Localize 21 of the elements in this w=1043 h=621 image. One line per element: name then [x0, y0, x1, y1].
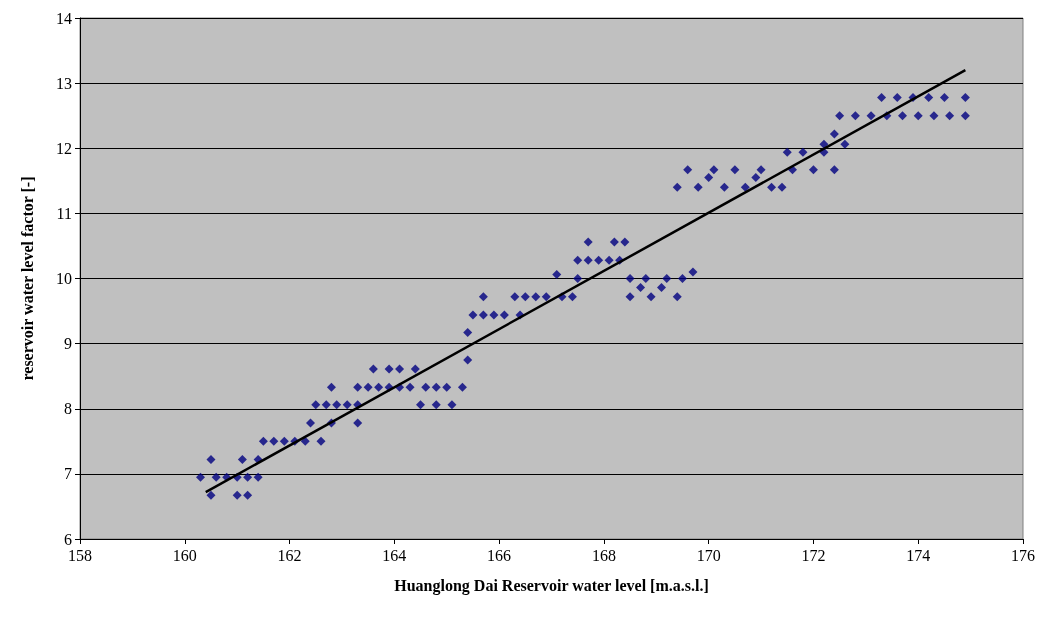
- y-tick-label: 13: [56, 74, 72, 92]
- x-tick-label: 172: [801, 546, 826, 564]
- x-tick-label: 160: [172, 546, 197, 564]
- y-tick-label: 12: [56, 139, 72, 157]
- y-tick-label: 9: [64, 335, 72, 353]
- x-tick-label: 168: [591, 546, 616, 564]
- x-tick-label: 162: [277, 546, 302, 564]
- y-tick-label: 14: [56, 9, 72, 27]
- x-axis-title: Huanglong Dai Reservoir water level [m.a.s.l.]: [394, 576, 709, 595]
- x-tick-label: 164: [382, 546, 407, 564]
- x-tick-label: 174: [906, 546, 931, 564]
- y-tick-label: 10: [56, 270, 72, 287]
- x-tick-label: 170: [696, 546, 721, 564]
- y-axis-title: reservoir water level factor [-]: [18, 176, 36, 381]
- x-tick-label: 166: [487, 546, 512, 564]
- y-tick-label: 8: [64, 400, 72, 418]
- y-tick-label: 7: [64, 465, 72, 483]
- x-tick-label: 158: [68, 546, 92, 564]
- y-tick-label: 11: [56, 204, 72, 222]
- x-tick-label: 176: [1011, 546, 1035, 564]
- y-tick-label: 6: [64, 530, 72, 548]
